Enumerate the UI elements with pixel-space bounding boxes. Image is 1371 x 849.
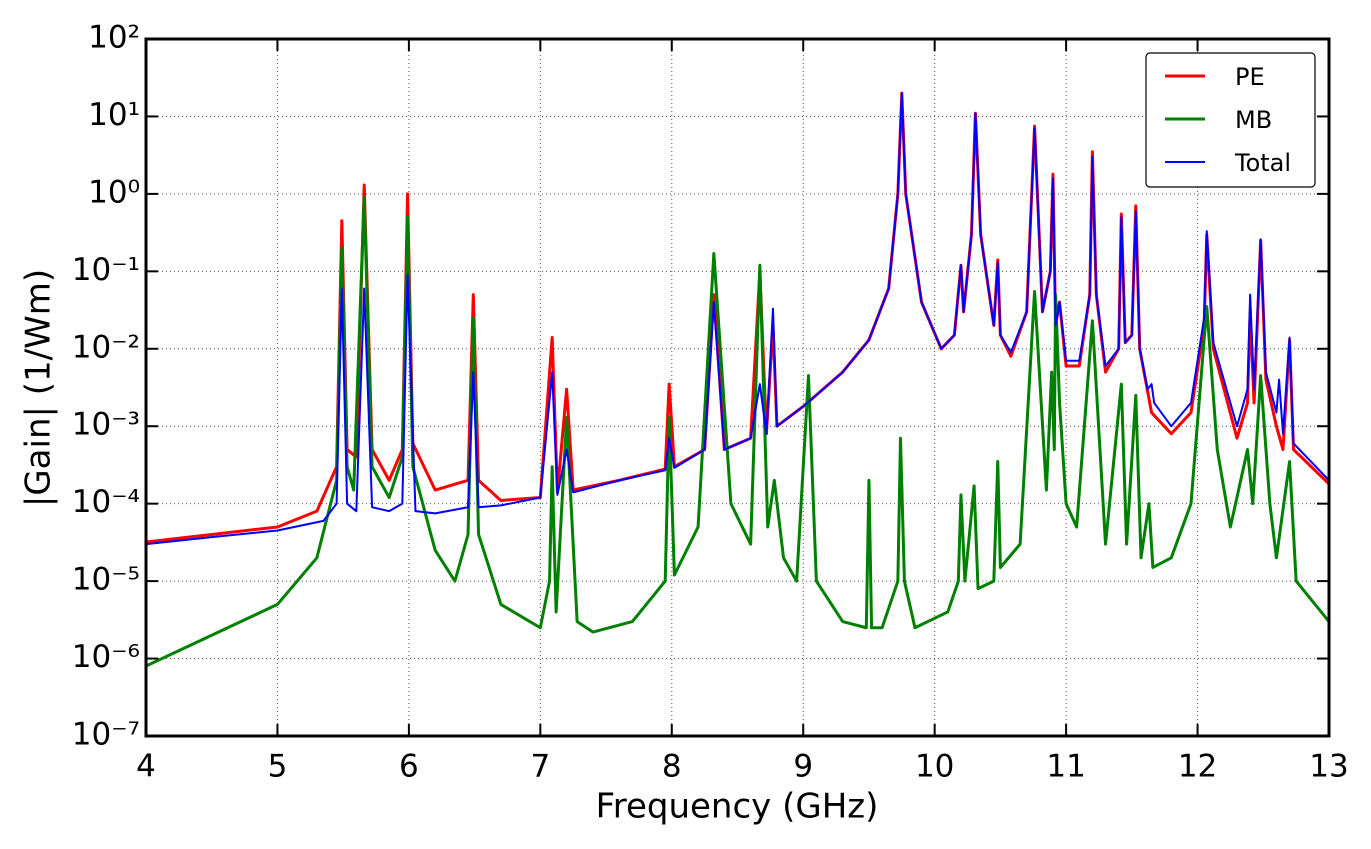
y-tick-label: 10⁻⁷: [72, 717, 140, 753]
x-tick-label: 8: [662, 749, 682, 785]
legend-label: PE: [1235, 63, 1265, 91]
x-tick-label: 7: [530, 749, 550, 785]
y-tick-label: 10⁻³: [72, 407, 140, 443]
x-axis-label: Frequency (GHz): [596, 787, 879, 827]
y-tick-label: 10⁻⁴: [72, 484, 140, 520]
y-tick-label: 10¹: [88, 97, 140, 133]
legend-label: Total: [1234, 149, 1291, 177]
x-tick-label: 9: [793, 749, 813, 785]
plot-frame: [144, 37, 1331, 738]
y-tick-label: 10²: [88, 20, 140, 56]
x-tick-label: 5: [268, 749, 288, 785]
x-tick-label: 11: [1046, 749, 1085, 785]
x-tick-label: 13: [1309, 749, 1348, 785]
x-tick-label: 4: [136, 749, 156, 785]
y-tick-label: 10⁻²: [72, 329, 140, 365]
legend-label: MB: [1235, 106, 1272, 134]
y-axis-label: |Gain| (1/Wm): [19, 269, 59, 507]
x-tick-label: 12: [1178, 749, 1217, 785]
legend: PE MB Total: [1145, 52, 1316, 188]
plot-lines: [146, 91, 1329, 668]
legend-box: [1145, 52, 1316, 188]
x-tick-label: 10: [915, 749, 954, 785]
y-tick-label: 10⁻¹: [72, 252, 140, 288]
y-tick-label: 10⁻⁵: [72, 562, 140, 598]
x-tick-label: 6: [399, 749, 419, 785]
series-line: [146, 92, 1329, 546]
series-line: [146, 195, 1329, 668]
y-tick-label: 10⁰: [88, 174, 140, 210]
y-tick-label: 10⁻⁶: [72, 639, 140, 675]
